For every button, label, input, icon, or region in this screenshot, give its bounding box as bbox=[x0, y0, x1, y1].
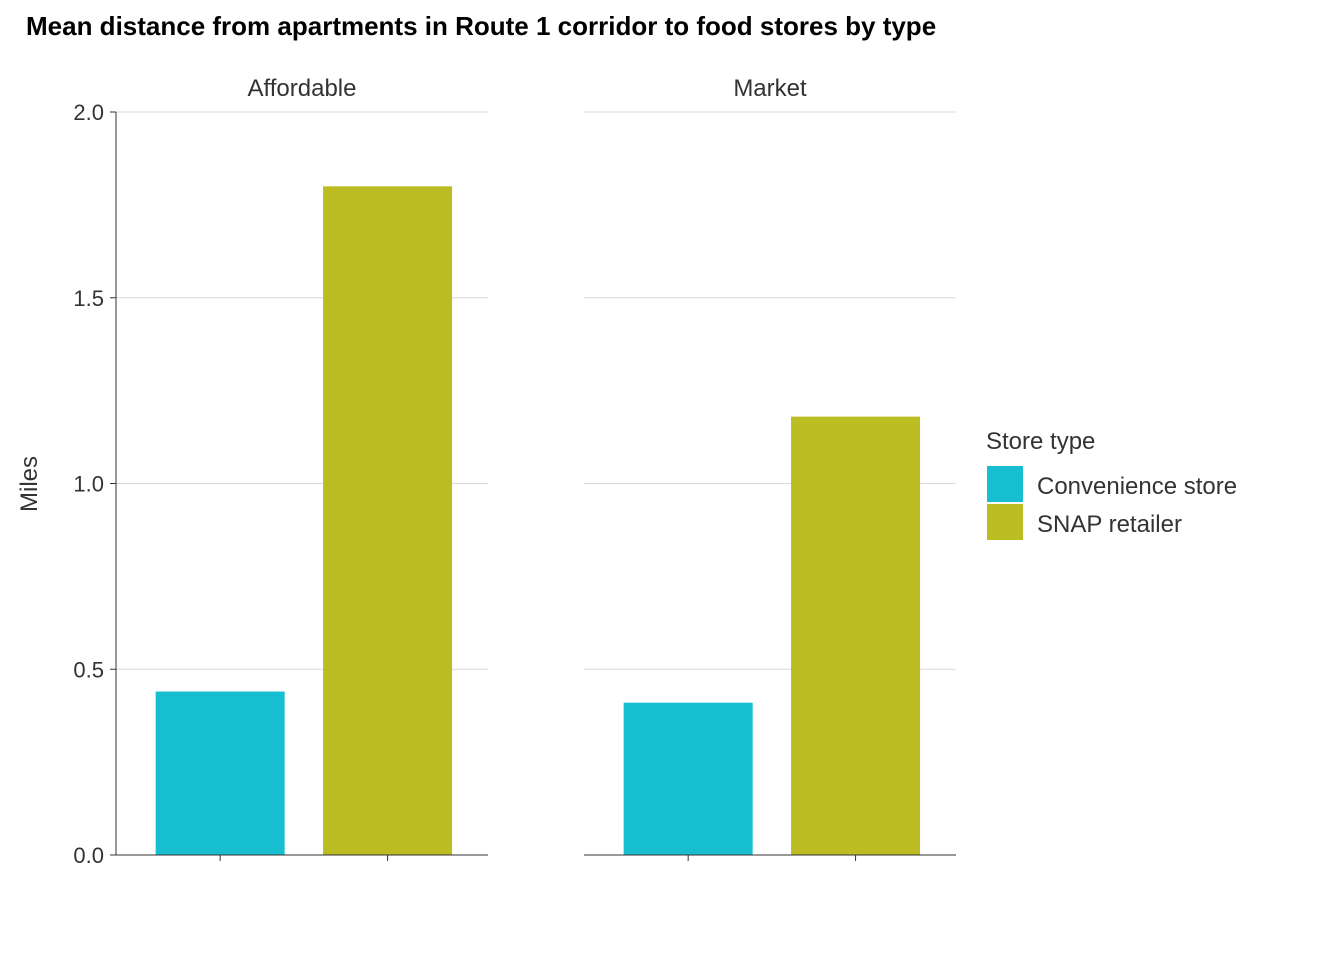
legend-title: Store type bbox=[986, 428, 1095, 455]
y-tick-label: 1.5 bbox=[73, 286, 104, 311]
chart-title: Mean distance from apartments in Route 1… bbox=[26, 11, 936, 41]
bar-market-snap-retailer bbox=[791, 416, 921, 855]
bar-market-convenience-store bbox=[623, 702, 753, 855]
bar-affordable-snap-retailer bbox=[323, 186, 453, 856]
y-tick-label: 0.0 bbox=[73, 843, 104, 868]
facet-panels: Affordable Market bbox=[116, 75, 956, 861]
y-tick-label: 2.0 bbox=[73, 100, 104, 125]
legend-swatch-snap-retailer bbox=[987, 504, 1023, 540]
y-tick-label: 0.5 bbox=[73, 657, 104, 682]
facet-panel-market: Market bbox=[584, 75, 956, 861]
legend-label-snap-retailer: SNAP retailer bbox=[1037, 511, 1182, 538]
legend: Store type Convenience store SNAP retailer bbox=[986, 428, 1237, 540]
y-tick-label: 1.0 bbox=[73, 472, 104, 497]
bar-affordable-convenience-store bbox=[155, 691, 285, 855]
facet-label: Affordable bbox=[248, 75, 357, 102]
facet-panel-affordable: Affordable bbox=[116, 75, 488, 861]
y-axis: 0.0 0.5 1.0 1.5 2.0 bbox=[73, 100, 117, 868]
legend-label-convenience-store: Convenience store bbox=[1037, 473, 1237, 500]
legend-swatch-convenience-store bbox=[987, 466, 1023, 502]
facet-label: Market bbox=[733, 75, 807, 102]
y-axis-title: Miles bbox=[16, 456, 43, 512]
